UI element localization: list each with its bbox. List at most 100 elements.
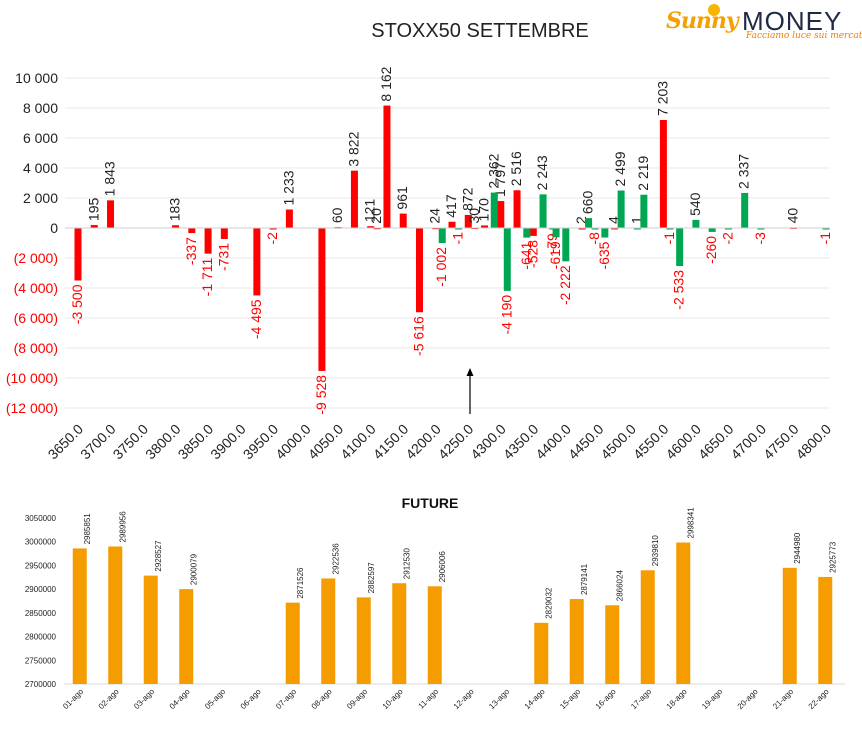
data-label: 2 219 [635, 155, 651, 190]
data-label: 2829032 [544, 587, 553, 619]
y-tick-label: 2700000 [25, 680, 57, 689]
bar-green [585, 218, 593, 228]
bar-red [611, 227, 619, 230]
bar-red [448, 221, 456, 228]
bar-red [367, 226, 375, 228]
data-label: 195 [85, 198, 101, 222]
data-label: -731 [215, 243, 231, 271]
data-label: 3 822 [345, 131, 361, 166]
data-label: -4 190 [498, 295, 514, 335]
data-label: 1 233 [280, 170, 296, 205]
x-tick-label: 4800.0 [793, 421, 835, 463]
x-tick-label: 3900.0 [207, 421, 249, 463]
bar-red [399, 213, 407, 228]
x-tick-label: 4750.0 [760, 421, 802, 463]
y-tick-label: (12 000) [6, 400, 58, 416]
x-tick-label: 4600.0 [662, 421, 704, 463]
data-label: -1 [450, 232, 466, 245]
data-label: 121 [362, 199, 378, 223]
data-label: 2925773 [828, 541, 837, 573]
data-label: 2 516 [508, 151, 524, 186]
data-label: -635 [596, 241, 612, 269]
x-tick-label: 3650.0 [45, 421, 87, 463]
data-label: -528 [524, 240, 540, 268]
y-tick-label: (6 000) [14, 310, 58, 326]
y-tick-label: 2 000 [23, 190, 58, 206]
data-label: 872 [459, 187, 475, 211]
bar-red [269, 228, 277, 230]
future-bar [108, 546, 123, 684]
bar-green [692, 219, 700, 228]
future-bar [569, 599, 584, 684]
data-label: -8 [586, 232, 602, 245]
future-bar [285, 602, 300, 684]
data-label: -260 [703, 236, 719, 264]
bar-green [724, 228, 732, 230]
future-bar [143, 575, 158, 684]
data-label: 2906006 [438, 551, 447, 583]
y-tick-label: (10 000) [6, 370, 58, 386]
future-bar [392, 583, 407, 684]
x-tick-label: 4300.0 [467, 421, 509, 463]
data-label: 1 843 [102, 161, 118, 196]
bar-green [503, 228, 511, 291]
future-bar [356, 597, 371, 684]
data-label: -619 [547, 241, 563, 269]
future-bar [640, 570, 655, 684]
future-bar [321, 578, 336, 684]
data-label: 2 243 [534, 155, 550, 190]
bar-green [676, 228, 684, 266]
x-tick-label: 4000.0 [272, 421, 314, 463]
logo-brand-sunny: Sunny [666, 8, 739, 34]
x-tick-label: 16-ago [594, 687, 618, 711]
bar-green [438, 228, 446, 244]
data-label: -1 711 [199, 257, 215, 296]
y-tick-label: 2950000 [25, 561, 57, 570]
data-label: -3 [752, 232, 768, 245]
data-label: 660 [580, 191, 596, 215]
data-label: 20 [368, 208, 384, 224]
bar-red [659, 119, 667, 228]
x-tick-label: 05-ago [203, 687, 227, 711]
bar-green [708, 228, 716, 232]
y-tick-label: 3050000 [25, 514, 57, 523]
data-label: 183 [167, 198, 183, 222]
data-label: -1 [661, 232, 677, 245]
x-tick-label: 4700.0 [727, 421, 769, 463]
y-tick-label: 4 000 [23, 160, 58, 176]
data-label: 2939810 [651, 535, 660, 567]
bar-red [415, 228, 423, 313]
data-label: 1 [628, 216, 644, 224]
sunny-money-logo: Sunny MONEY Facciamo luce sui mercati [666, 4, 862, 42]
x-tick-label: 12-ago [452, 687, 476, 711]
x-tick-label: 01-ago [61, 687, 85, 711]
future-bar [72, 548, 87, 684]
x-tick-label: 03-ago [132, 687, 156, 711]
data-label: -337 [183, 237, 199, 265]
data-label: -4 495 [248, 299, 264, 339]
data-label: 2998341 [686, 507, 695, 539]
data-label: 30 [466, 208, 482, 224]
x-tick-label: 4350.0 [500, 421, 542, 463]
future-bar [179, 589, 194, 684]
bar-red [253, 228, 261, 296]
x-tick-label: 4650.0 [695, 421, 737, 463]
data-label: -2 533 [671, 270, 687, 310]
bar-red [529, 228, 537, 236]
data-label: 417 [443, 194, 459, 218]
data-label: 2871526 [296, 567, 305, 599]
bar-red [318, 228, 326, 371]
logo-brand-money: MONEY [742, 6, 843, 36]
y-tick-label: (8 000) [14, 340, 58, 356]
x-tick-label: 18-ago [665, 687, 689, 711]
y-tick-label: 2900000 [25, 585, 57, 594]
y-tick-label: 6 000 [23, 130, 58, 146]
x-tick-label: 3700.0 [77, 421, 119, 463]
x-tick-label: 17-ago [629, 687, 653, 711]
x-tick-label: 4400.0 [532, 421, 574, 463]
bar-green [591, 228, 599, 230]
future-bar [782, 567, 797, 684]
x-tick-label: 10-ago [381, 687, 405, 711]
data-label: 2912530 [402, 548, 411, 580]
x-tick-label: 07-ago [274, 687, 298, 711]
